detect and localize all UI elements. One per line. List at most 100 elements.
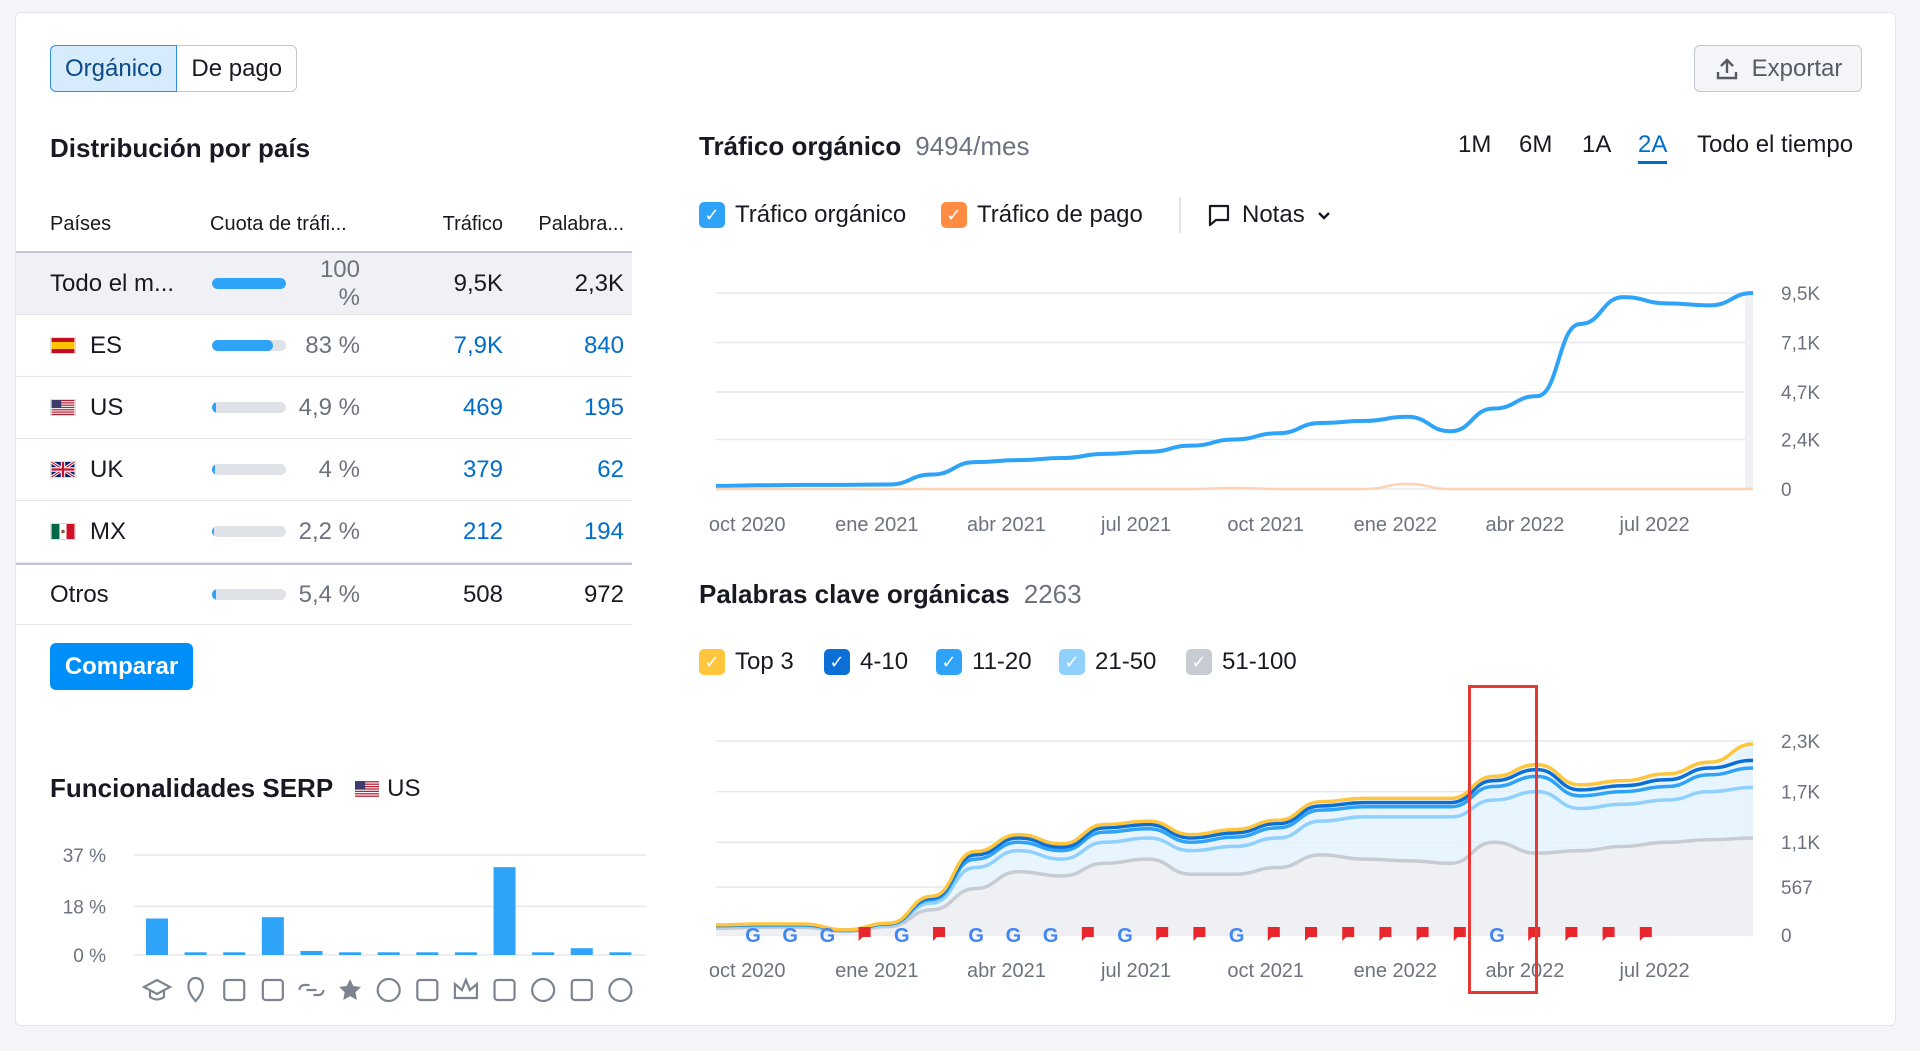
traffic-link[interactable]: 7,9K bbox=[453, 331, 503, 359]
table-row[interactable]: MX 2,2 % 212 194 bbox=[16, 501, 632, 563]
note-flag-icon bbox=[1379, 927, 1392, 941]
y-tick-label: 0 bbox=[1781, 926, 1792, 947]
share-bar bbox=[212, 402, 286, 413]
organic-keywords-title: Palabras clave orgánicas bbox=[699, 579, 1010, 609]
note-flag-icon bbox=[933, 927, 945, 941]
x-tick-label: abr 2022 bbox=[1485, 960, 1564, 982]
y-tick-label: 0 % bbox=[73, 946, 106, 967]
keywords-header: Palabras clave orgánicas 2263 bbox=[699, 579, 1082, 610]
country-name: Todo el m... bbox=[50, 269, 175, 297]
legend-label: 21-50 bbox=[1095, 648, 1157, 675]
legend-label: 11-20 bbox=[972, 648, 1032, 675]
organic-traffic-chart: 9,5K 7,1K 4,7K 2,4K 0 oct 2020 ene 2021 abr 202… bbox=[709, 284, 1821, 536]
paid-traffic-line bbox=[716, 482, 1753, 491]
share-value: 5,4 % bbox=[298, 580, 360, 608]
serp-region-label: US bbox=[387, 774, 421, 802]
serp-bar bbox=[184, 952, 207, 955]
y-tick-label: 4,7K bbox=[1781, 383, 1820, 404]
faq-icon bbox=[570, 978, 593, 1002]
serp-bar bbox=[532, 952, 555, 955]
x-tick-label: oct 2021 bbox=[1227, 960, 1304, 982]
crown-icon bbox=[453, 977, 479, 1000]
legend-organic-traffic[interactable]: ✓ Tráfico orgánico bbox=[699, 201, 906, 229]
country-distribution-title: Distribución por país bbox=[50, 133, 311, 163]
col-header-countries[interactable]: Países bbox=[50, 213, 112, 235]
image-pack-icon bbox=[261, 978, 284, 1002]
note-flag-icon bbox=[1193, 927, 1206, 941]
legend-paid-traffic[interactable]: ✓ Tráfico de pago bbox=[941, 201, 1143, 229]
serp-bar bbox=[570, 948, 593, 955]
traffic-link[interactable]: 212 bbox=[462, 517, 503, 545]
traffic-header: Tráfico orgánico 9494/mes bbox=[699, 131, 1029, 162]
legend-top3[interactable]: ✓ Top 3 bbox=[699, 648, 794, 676]
checkbox-checked-icon: ✓ bbox=[1186, 649, 1212, 675]
google-update-icon: G bbox=[1489, 925, 1505, 947]
table-row[interactable]: ES 83 % 7,9K 840 bbox=[16, 315, 632, 377]
range-2a[interactable]: 2A bbox=[1638, 131, 1668, 164]
legend-21-50[interactable]: ✓ 21-50 bbox=[1059, 648, 1156, 676]
comment-icon bbox=[1208, 204, 1230, 227]
google-update-icon: G bbox=[894, 925, 910, 947]
table-row[interactable]: US 4,9 % 469 195 bbox=[16, 377, 632, 439]
compare-button[interactable]: Comparar bbox=[50, 643, 193, 690]
y-tick-label: 2,3K bbox=[1781, 732, 1820, 753]
note-flag-icon bbox=[1565, 927, 1578, 941]
keywords-link[interactable]: 194 bbox=[583, 517, 624, 545]
keywords-value: 972 bbox=[583, 580, 624, 608]
play-icon bbox=[531, 977, 556, 1003]
y-tick-label: 1,7K bbox=[1781, 783, 1820, 804]
traffic-link[interactable]: 469 bbox=[462, 393, 503, 421]
share-value: 4,9 % bbox=[298, 393, 360, 421]
x-tick-label: abr 2021 bbox=[967, 960, 1046, 982]
notes-dropdown[interactable]: Notas bbox=[1206, 201, 1333, 229]
legend-11-20[interactable]: ✓ 11-20 bbox=[936, 648, 1032, 676]
paid-toggle-button[interactable]: De pago bbox=[177, 45, 298, 92]
serp-bar bbox=[261, 917, 284, 955]
share-value: 2,2 % bbox=[298, 517, 360, 545]
x-tick-label: ene 2021 bbox=[835, 514, 918, 536]
keywords-link[interactable]: 840 bbox=[583, 331, 624, 359]
y-tick-label: 1,1K bbox=[1781, 833, 1820, 854]
note-flag-icon bbox=[1416, 927, 1429, 941]
checkbox-checked-icon: ✓ bbox=[699, 202, 725, 228]
serp-region[interactable]: US bbox=[355, 774, 421, 803]
y-tick-label: 567 bbox=[1781, 878, 1813, 899]
notes-label: Notas bbox=[1242, 201, 1305, 228]
keywords-link[interactable]: 195 bbox=[583, 393, 624, 421]
checkbox-checked-icon: ✓ bbox=[699, 649, 725, 675]
organic-toggle-button[interactable]: Orgánico bbox=[50, 45, 178, 92]
country-name: MX bbox=[90, 517, 126, 545]
range-1a[interactable]: 1A bbox=[1582, 131, 1612, 158]
table-row[interactable]: Otros 5,4 % 508 972 bbox=[16, 563, 632, 625]
legend-4-10[interactable]: ✓ 4-10 bbox=[824, 648, 908, 676]
database-toggle: Orgánico De pago bbox=[50, 45, 298, 92]
table-row[interactable]: Todo el m... 100 % 9,5K 2,3K bbox=[16, 253, 632, 315]
note-flag-icon bbox=[1305, 927, 1317, 941]
y-tick-label: 37 % bbox=[63, 846, 106, 867]
note-flag-icon bbox=[1267, 927, 1280, 941]
y-tick-label: 18 % bbox=[63, 897, 106, 918]
legend-51-100[interactable]: ✓ 51-100 bbox=[1186, 648, 1297, 676]
keywords-link[interactable]: 62 bbox=[597, 455, 624, 483]
note-flag-icon bbox=[858, 927, 871, 941]
uk-flag-icon bbox=[50, 461, 76, 478]
legend-label: 51-100 bbox=[1222, 648, 1297, 675]
range-all-time[interactable]: Todo el tiempo bbox=[1697, 131, 1854, 158]
current-period-band bbox=[1745, 293, 1753, 489]
upload-icon bbox=[1716, 57, 1737, 79]
range-6m[interactable]: 6M bbox=[1519, 131, 1553, 158]
x-tick-label: oct 2021 bbox=[1227, 514, 1304, 536]
export-button[interactable]: Exportar bbox=[1694, 45, 1862, 92]
col-header-traffic[interactable]: Tráfico bbox=[442, 213, 503, 235]
note-flag-icon bbox=[1453, 927, 1466, 941]
image-icon bbox=[493, 978, 516, 1002]
range-1m[interactable]: 1M bbox=[1458, 131, 1492, 158]
serp-header: Funcionalidades SERP US bbox=[50, 773, 421, 804]
table-row[interactable]: UK 4 % 379 62 bbox=[16, 439, 632, 501]
col-header-share[interactable]: Cuota de tráfi... bbox=[210, 213, 347, 235]
traffic-link[interactable]: 379 bbox=[462, 455, 503, 483]
col-header-keywords[interactable]: Palabra... bbox=[538, 213, 624, 235]
organic-traffic-title: Tráfico orgánico bbox=[699, 131, 902, 161]
share-value: 83 % bbox=[305, 331, 360, 359]
